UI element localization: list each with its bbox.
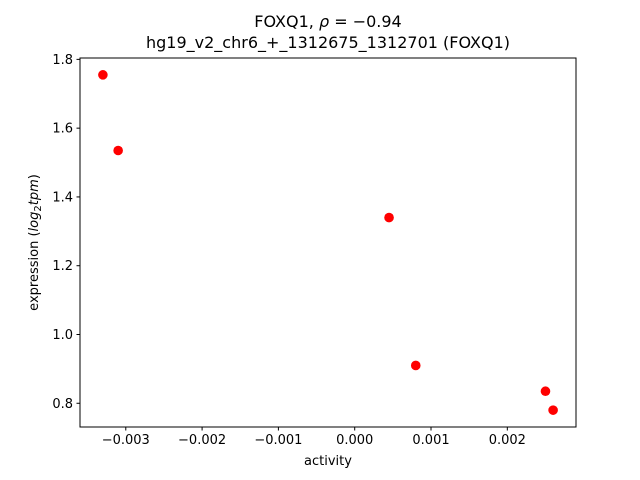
y-axis-label-tpm: tpm bbox=[27, 179, 42, 205]
y-axis-label-subscript: 2 bbox=[33, 205, 44, 211]
y-tick-label: 1.8 bbox=[52, 53, 73, 68]
scatter-point bbox=[98, 70, 108, 80]
scatter-point bbox=[548, 405, 558, 415]
y-axis-label-suffix: ) bbox=[27, 174, 42, 179]
y-axis-label: expression (log2tpm) bbox=[27, 174, 44, 311]
y-axis-label-prefix: expression ( bbox=[27, 231, 42, 310]
chart-title-value: = −0.94 bbox=[329, 12, 402, 31]
chart-title-rho: ρ bbox=[319, 12, 329, 31]
chart-title-prefix: FOXQ1, bbox=[254, 12, 319, 31]
scatter-points bbox=[98, 70, 558, 415]
scatter-point bbox=[384, 212, 394, 223]
plot-border bbox=[79, 57, 577, 428]
x-tick-label: −0.001 bbox=[254, 433, 302, 448]
x-axis-ticks: −0.003 −0.002 −0.001 0.000 0.001 0.002 bbox=[102, 427, 526, 448]
y-tick-label: 1.4 bbox=[52, 190, 73, 205]
x-tick-label: −0.003 bbox=[102, 433, 150, 448]
y-axis-label-log: log bbox=[27, 212, 42, 232]
x-tick-label: 0.000 bbox=[336, 433, 373, 448]
y-axis-ticks: 0.8 1.0 1.2 1.4 1.6 1.8 bbox=[52, 53, 80, 412]
y-tick-label: 0.8 bbox=[52, 397, 73, 412]
y-tick-label: 1.2 bbox=[52, 259, 73, 274]
chart-subtitle: hg19_v2_chr6_+_1312675_1312701 (FOXQ1) bbox=[146, 33, 510, 53]
scatter-point bbox=[540, 386, 551, 397]
y-tick-label: 1.0 bbox=[52, 328, 73, 343]
y-tick-label: 1.6 bbox=[52, 122, 73, 137]
scatter-point bbox=[113, 145, 123, 156]
chart-title: FOXQ1, ρ = −0.94 bbox=[254, 12, 401, 31]
x-tick-label: 0.001 bbox=[412, 433, 449, 448]
x-tick-label: −0.002 bbox=[178, 433, 226, 448]
scatter-point bbox=[410, 360, 421, 371]
x-tick-label: 0.002 bbox=[489, 433, 526, 448]
x-axis-label: activity bbox=[304, 454, 352, 469]
